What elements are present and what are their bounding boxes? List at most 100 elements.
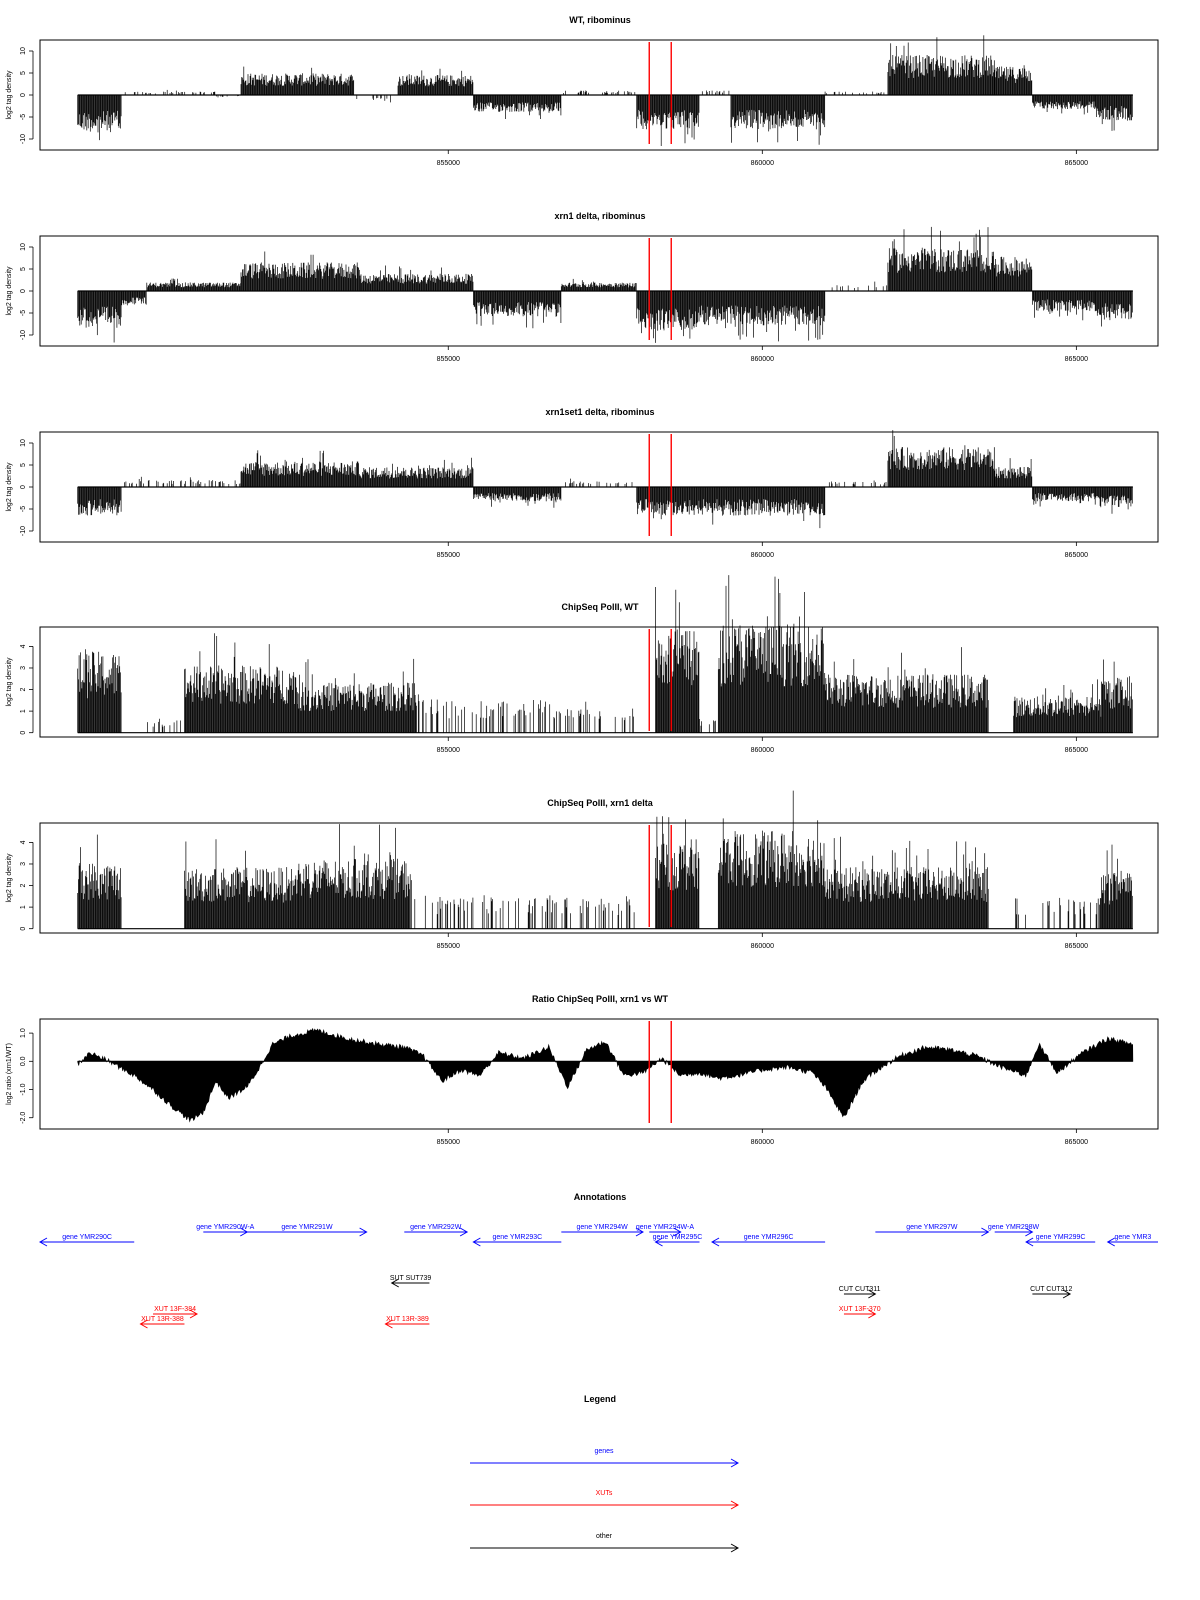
x-tick-label: 855000 [437, 160, 460, 167]
y-tick-label: 0 [20, 93, 27, 97]
signal-region [77, 95, 122, 141]
signal-region [994, 458, 1033, 487]
signal-region [240, 450, 361, 487]
signal-region [887, 430, 995, 487]
signal-region [887, 35, 995, 95]
x-tick-label: 865000 [1065, 747, 1088, 754]
y-tick-label: 4 [20, 644, 27, 648]
panel-title: xrn1set1 delta, ribominus [545, 407, 654, 417]
signal-region [828, 480, 887, 487]
y-axis: 10 5 0 -5 -10 [20, 47, 34, 144]
signal-region [994, 65, 1033, 95]
y-axis: 10 5 0 -5 -10 [20, 439, 34, 536]
data-series [77, 575, 1133, 734]
x-tick-label: 860000 [751, 747, 774, 754]
signal-region [216, 95, 239, 98]
signal-region [297, 658, 417, 733]
y-tick-label: -5 [20, 506, 27, 512]
data-series [77, 226, 1133, 343]
x-tick-label: 860000 [751, 160, 774, 167]
y-tick-label: 0 [20, 485, 27, 489]
signal-region [359, 457, 474, 487]
signal-region [556, 701, 634, 733]
signal-region [240, 66, 355, 95]
signal-region [1032, 95, 1096, 115]
y-axis-label: log2 tag density [6, 657, 13, 707]
signal-region [359, 265, 474, 291]
y-tick-label: 1 [20, 709, 27, 713]
x-axis: 855000 860000 865000 [437, 737, 1088, 754]
x-tick-label: 860000 [751, 356, 774, 363]
y-axis-label: log2 tag density [6, 70, 13, 120]
y-tick-label: -10 [20, 330, 27, 340]
data-series [77, 35, 1133, 146]
x-axis: 855000 860000 865000 [437, 542, 1088, 559]
y-tick-label: 10 [20, 243, 27, 251]
signal-region [1094, 95, 1133, 131]
x-tick-label: 860000 [751, 552, 774, 559]
y-tick-label: 5 [20, 463, 27, 467]
track-panel-3: xrn1set1 delta, ribominus log2 tag densit… [6, 407, 1159, 559]
signal-region [473, 95, 562, 119]
signal-region [356, 95, 391, 103]
signal-region [701, 90, 730, 95]
track-panel-1: WT, ribominus log2 tag density 10 5 0 -5 -10 85… [6, 15, 1159, 167]
signal-region [475, 700, 555, 733]
signal-region [887, 226, 995, 291]
plot-frame [39, 39, 1159, 151]
y-tick-label: -10 [20, 134, 27, 144]
y-tick-label: -10 [20, 526, 27, 536]
signal-region [636, 487, 700, 520]
track-panel-2: xrn1 delta, ribominus log2 tag density 10 5… [6, 211, 1159, 363]
y-tick-label: 10 [20, 439, 27, 447]
signal-region [124, 89, 216, 95]
signal-region [1032, 487, 1096, 507]
panel-title: ChipSeq PolII, WT [562, 602, 639, 612]
y-tick-label: -5 [20, 310, 27, 316]
signal-region [560, 278, 637, 291]
signal-region [1032, 291, 1096, 321]
signal-region [397, 68, 474, 95]
signal-region [240, 251, 361, 291]
signal-region [77, 649, 122, 733]
signal-region [417, 694, 473, 733]
y-tick-label: 10 [20, 47, 27, 55]
signal-region [994, 256, 1033, 291]
y-axis-label: log2 tag density [6, 462, 13, 512]
signal-region [717, 575, 826, 733]
data-series [77, 430, 1133, 529]
signal-region [699, 291, 826, 342]
panel-title: WT, ribominus [569, 15, 631, 25]
signal-region [473, 291, 562, 329]
signal-region [730, 95, 826, 145]
signal-region [636, 95, 700, 146]
x-tick-label: 865000 [1065, 160, 1088, 167]
signal-region [124, 476, 242, 487]
x-tick-label: 855000 [437, 747, 460, 754]
y-axis-label: log2 tag density [6, 266, 13, 316]
signal-region [473, 487, 562, 508]
signal-region [77, 291, 122, 343]
y-tick-label: 2 [20, 688, 27, 692]
signal-region [146, 278, 241, 291]
signal-region [1013, 679, 1102, 733]
y-axis: 10 5 0 -5 -10 [20, 243, 34, 340]
y-axis: 4 3 2 1 0 [20, 644, 34, 735]
y-tick-label: 5 [20, 71, 27, 75]
signal-region [147, 718, 181, 733]
y-tick-label: 0 [20, 731, 27, 735]
signal-region [824, 647, 989, 733]
y-tick-label: 5 [20, 267, 27, 271]
signal-region [1094, 487, 1133, 514]
signal-region [699, 719, 716, 733]
plot-frame [39, 431, 1159, 543]
panel-title: xrn1 delta, ribominus [554, 211, 645, 221]
signal-region [184, 633, 298, 733]
signal-region [831, 281, 888, 291]
x-axis: 855000 860000 865000 [437, 150, 1088, 167]
plot-frame [39, 235, 1159, 347]
x-tick-label: 855000 [437, 552, 460, 559]
y-tick-label: -5 [20, 114, 27, 120]
signal-region [1094, 291, 1133, 327]
